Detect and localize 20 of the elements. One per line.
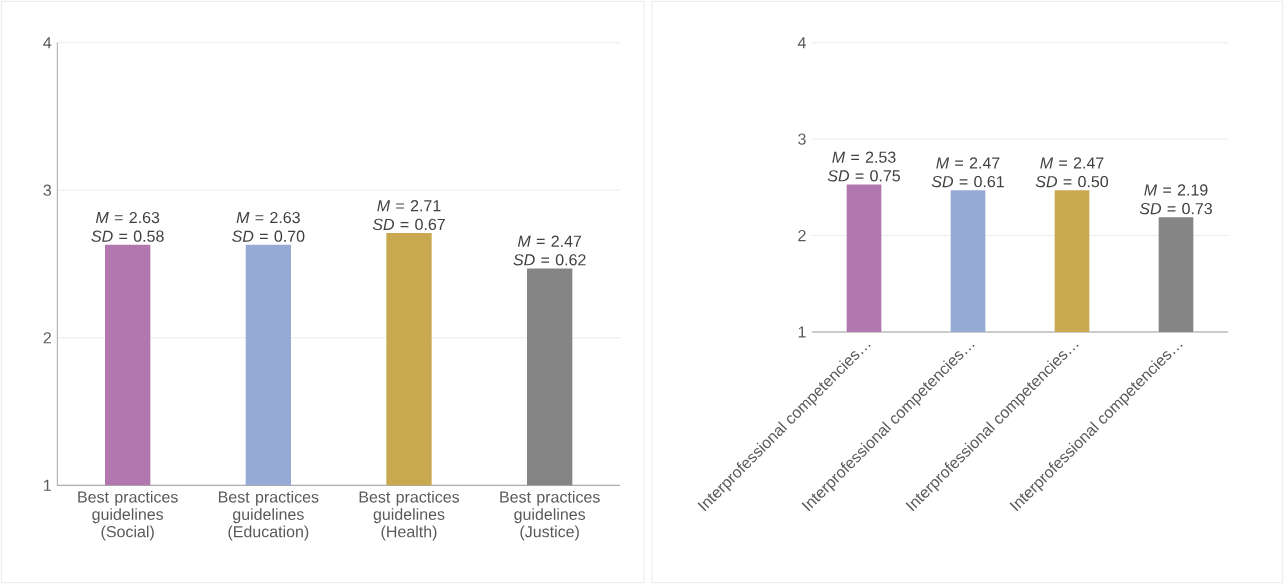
data-label: M = 2.63 SD = 0.58: [91, 211, 164, 242]
data-label: M = 2.71 SD = 0.67: [372, 200, 445, 231]
data-label: M = 2.63 SD = 0.70: [232, 211, 305, 242]
data-label: M = 2.47 SD = 0.62: [513, 235, 586, 266]
data-label: M = 2.53 SD = 0.75: [827, 151, 901, 182]
x-tick-label: Best practices guidelines (Health): [359, 490, 460, 541]
data-label: M = 2.19 SD = 0.73: [1139, 184, 1212, 215]
x-tick-label: Best practices guidelines (Justice): [500, 490, 600, 541]
y-tick-label: 3: [798, 133, 806, 145]
y-tick-label: 3: [43, 184, 52, 196]
data-label: M = 2.47 SD = 0.61: [931, 157, 1004, 188]
x-tick-label: Best practices guidelines (Education): [218, 490, 319, 541]
y-tick-label: 2: [798, 229, 806, 242]
x-tick-label: Best practices guidelines (Social): [78, 490, 178, 541]
y-tick-label: 1: [798, 326, 806, 338]
y-tick-label: 4: [43, 37, 52, 49]
y-tick-label: 4: [797, 37, 806, 49]
y-tick-label: 2: [43, 332, 51, 344]
y-tick-label: 1: [44, 479, 51, 491]
data-label: M = 2.47 SD = 0.50: [1035, 157, 1109, 188]
